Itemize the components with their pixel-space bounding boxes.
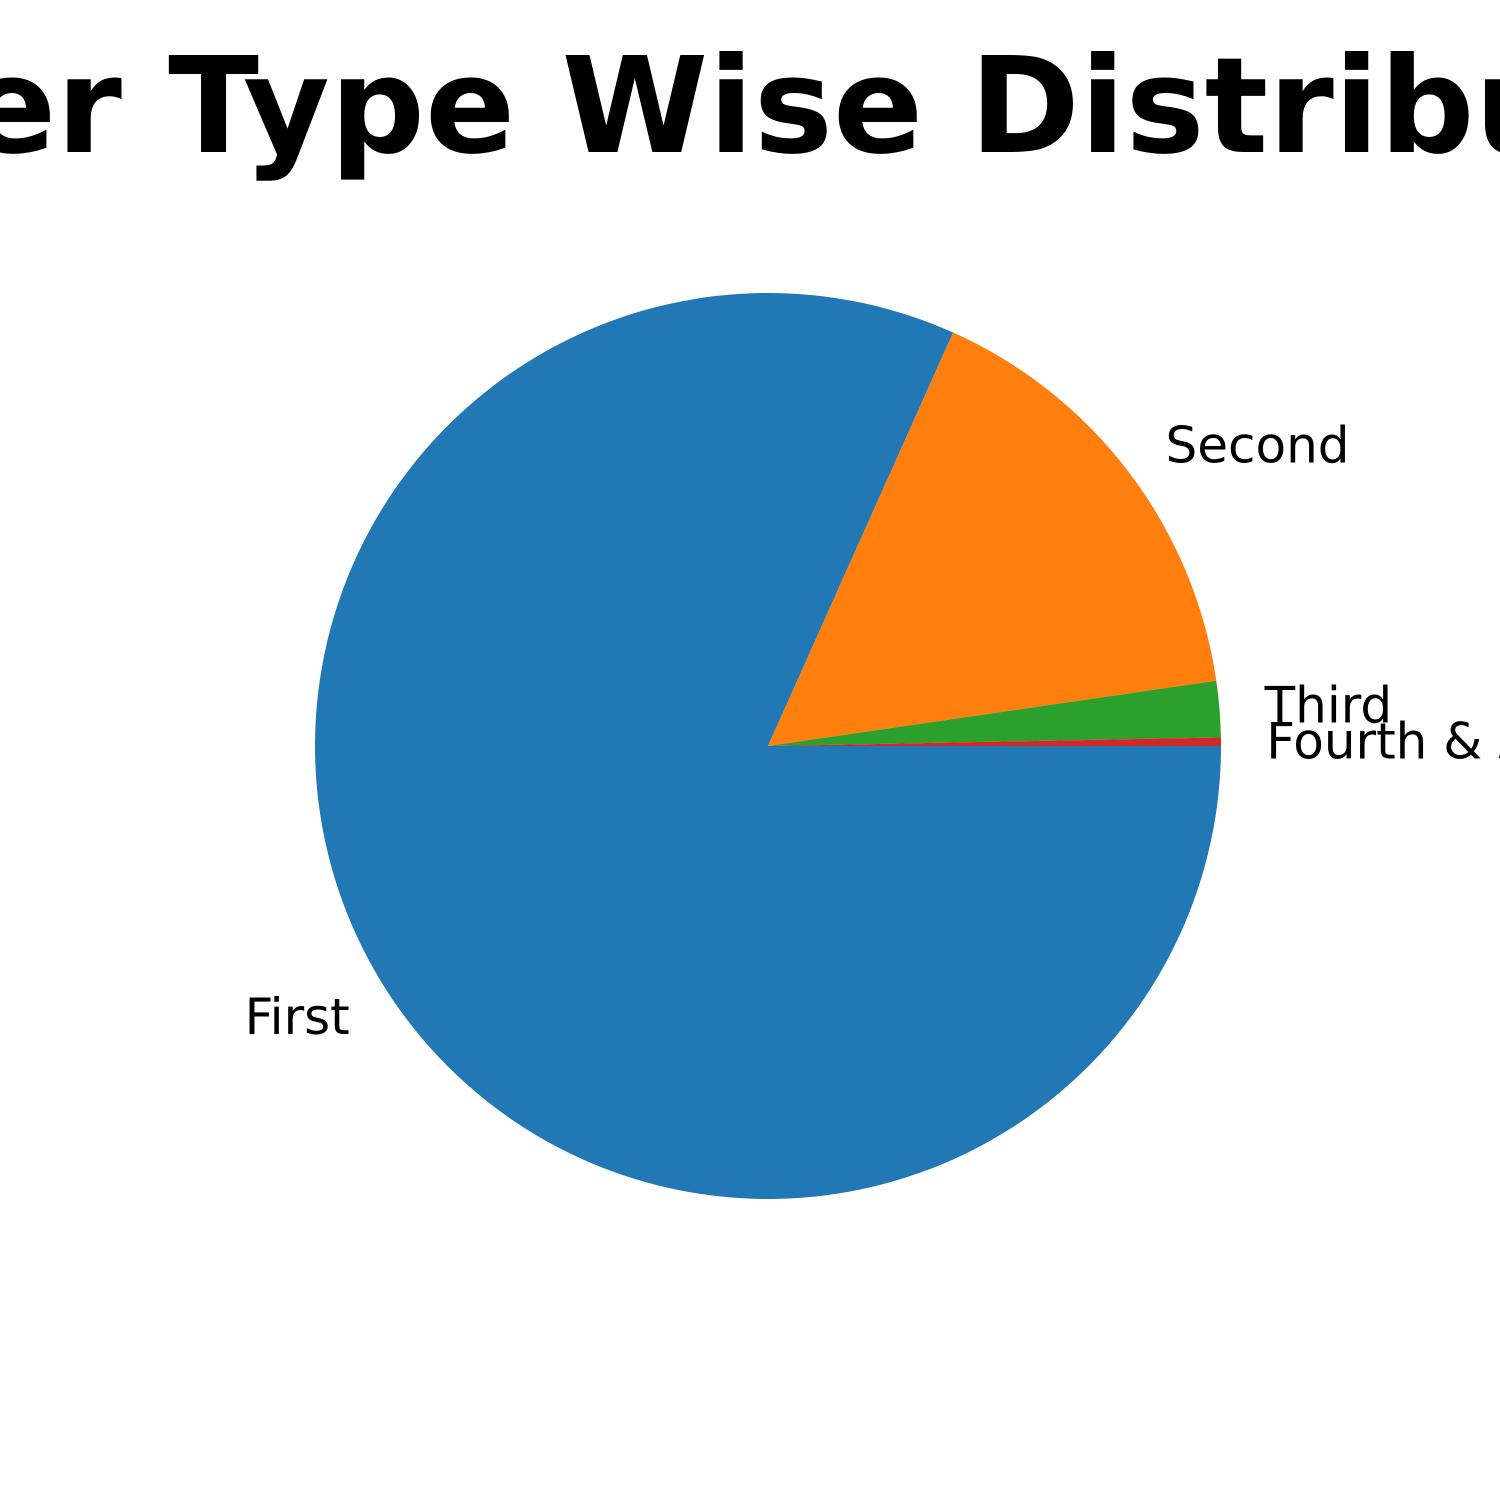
pie-label-second: Second	[1166, 417, 1350, 475]
pie-slices	[314, 293, 1221, 1200]
pie-label-first: First	[245, 988, 350, 1046]
pie-slice-third	[768, 680, 1221, 746]
pie-slice-second	[768, 332, 1217, 746]
pie-label-fourth-above: Fourth & Above	[1266, 712, 1500, 770]
pie-label-third: Third	[1264, 676, 1393, 734]
chart-title: Owner Type Wise Distribution	[0, 30, 1500, 184]
pie-slice-fourth-above	[768, 737, 1221, 746]
